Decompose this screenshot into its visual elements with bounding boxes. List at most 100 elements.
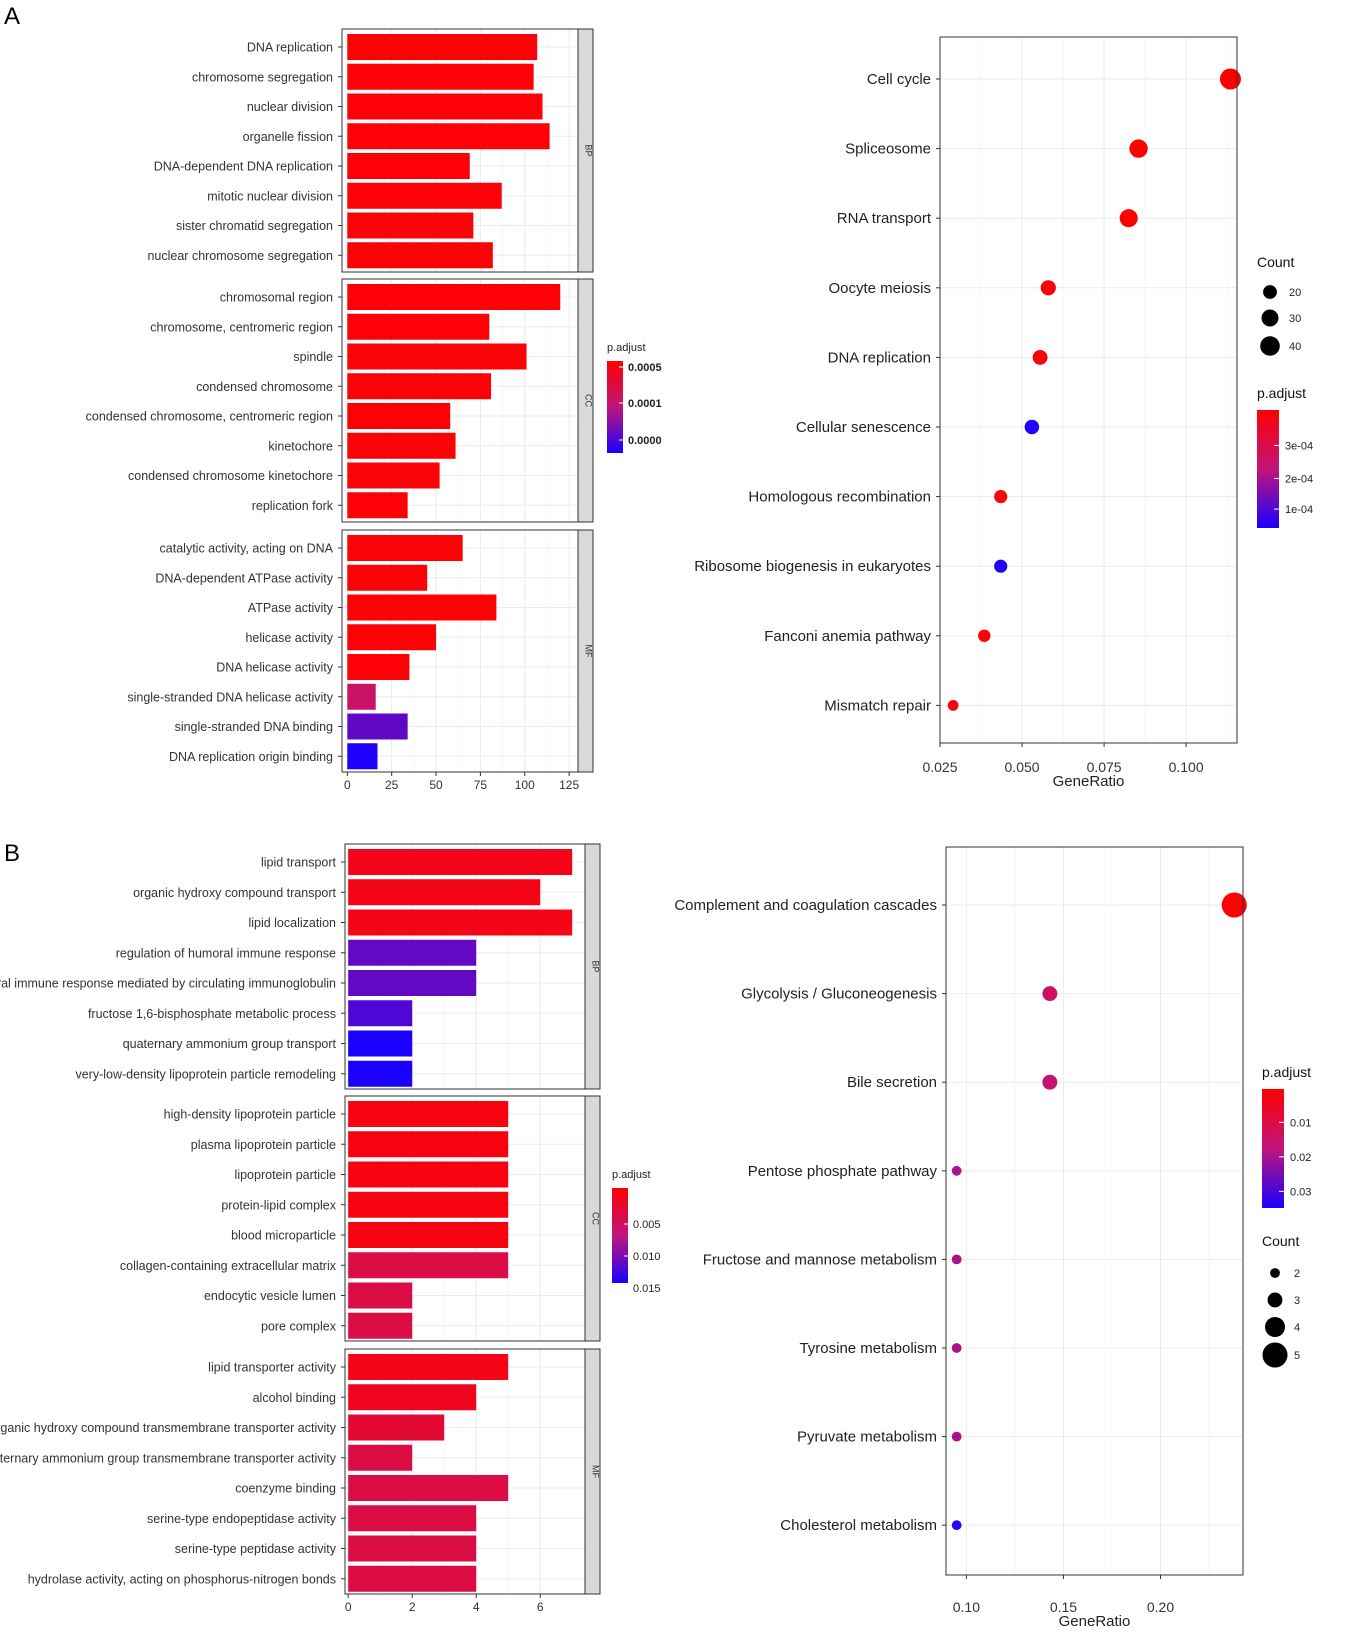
category-label: quaternary ammonium group transport xyxy=(123,1037,337,1051)
color-legend-label: 0.02 xyxy=(1290,1152,1311,1164)
size-legend-label: 30 xyxy=(1289,313,1301,325)
x-tick-label: 0.025 xyxy=(922,759,957,775)
size-legend-label: 4 xyxy=(1294,1322,1300,1334)
bar xyxy=(348,939,477,966)
category-label: collagen-containing extracellular matrix xyxy=(120,1259,337,1273)
category-label: Bile secretion xyxy=(847,1074,937,1091)
category-label: Cholesterol metabolism xyxy=(780,1517,937,1534)
dot xyxy=(1219,68,1241,90)
category-label: RNA transport xyxy=(837,210,932,227)
bar xyxy=(347,564,428,591)
category-label: blood microparticle xyxy=(231,1229,336,1243)
category-label: DNA replication origin binding xyxy=(169,750,333,764)
category-label: alcohol binding xyxy=(253,1391,336,1405)
legend-label: 0.0001 xyxy=(628,398,662,410)
category-label: Cell cycle xyxy=(867,71,931,88)
panel-b-kegg-dotplot: Complement and coagulation cascades Glyco… xyxy=(674,846,1311,1630)
plot-border xyxy=(939,36,1238,744)
dot xyxy=(994,559,1008,573)
facet-strip xyxy=(577,529,594,773)
x-axis-title: GeneRatio xyxy=(1059,1613,1131,1630)
category-label: Oocyte meiosis xyxy=(828,280,931,297)
bar xyxy=(348,1131,509,1158)
category-label: organic hydroxy compound transmembrane t… xyxy=(0,1421,337,1435)
dot xyxy=(1024,419,1040,435)
facet-strip-label: CC xyxy=(591,1212,601,1225)
category-label: chromosomal region xyxy=(220,291,333,305)
size-legend-dot xyxy=(1261,309,1279,327)
category-label: lipid localization xyxy=(248,916,336,930)
size-legend-dot xyxy=(1263,285,1277,299)
category-label: single-stranded DNA helicase activity xyxy=(127,690,333,704)
category-label: high-density lipoprotein particle xyxy=(164,1108,336,1122)
plot-border xyxy=(945,846,1244,1576)
panel-a-go-barplot: DNA replication chromosome segregation nuc… xyxy=(86,28,662,792)
category-label: endocytic vesicle lumen xyxy=(204,1289,336,1303)
category-label: fructose 1,6-bisphosphate metabolic proc… xyxy=(88,1007,336,1021)
category-label: Tyrosine metabolism xyxy=(799,1340,937,1357)
legend-label: 0.010 xyxy=(633,1251,661,1263)
category-label: condensed chromosome, centromeric region xyxy=(86,410,333,424)
bar xyxy=(347,713,408,740)
facet-strip xyxy=(584,1095,601,1342)
bar xyxy=(347,432,456,459)
category-label: mitotic nuclear division xyxy=(207,189,333,203)
bar xyxy=(347,462,440,489)
bar xyxy=(347,743,378,770)
color-legend-label: 0.01 xyxy=(1290,1117,1311,1129)
size-legend-dot xyxy=(1270,1268,1280,1278)
category-label: ATPase activity xyxy=(248,601,334,615)
category-label: Spliceosome xyxy=(845,141,931,158)
plot-bg xyxy=(946,847,1243,1575)
category-label: chromosome segregation xyxy=(192,70,333,84)
color-legend-bar xyxy=(1257,410,1279,528)
category-label: Homologous recombination xyxy=(748,489,931,506)
size-legend-dot xyxy=(1262,1342,1288,1368)
category-label: DNA-dependent ATPase activity xyxy=(155,571,333,585)
dot xyxy=(951,1520,962,1531)
bar xyxy=(347,683,376,710)
x-tick-label: 6 xyxy=(537,1600,544,1614)
color-legend-bar xyxy=(1262,1089,1284,1208)
x-axis-title: GeneRatio xyxy=(1053,773,1125,790)
facet-strip-label: MF xyxy=(584,645,594,658)
bar xyxy=(348,1414,445,1441)
facet-strip xyxy=(584,1348,601,1595)
category-label: Pyruvate metabolism xyxy=(797,1429,937,1446)
category-label: serine-type peptidase activity xyxy=(175,1542,337,1556)
dot xyxy=(951,1343,962,1353)
bar xyxy=(348,1384,477,1411)
panel-b-label: B xyxy=(4,840,20,867)
dot xyxy=(1032,349,1048,365)
category-label: Cellular senescence xyxy=(796,419,931,436)
bar xyxy=(348,1030,413,1057)
category-label: DNA-dependent DNA replication xyxy=(154,160,333,174)
category-label: DNA helicase activity xyxy=(216,661,333,675)
category-label: nuclear chromosome segregation xyxy=(147,249,333,263)
bar xyxy=(347,153,470,179)
x-tick-label: 0 xyxy=(345,1600,352,1614)
size-legend-label: 2 xyxy=(1294,1268,1300,1280)
category-label: spindle xyxy=(293,350,333,364)
dot xyxy=(1221,892,1247,918)
x-tick-label: 0 xyxy=(344,778,351,792)
size-legend-title: Count xyxy=(1257,254,1294,270)
category-label: helicase activity xyxy=(245,631,333,645)
facet-strip-label: MF xyxy=(591,1465,601,1478)
legend-label: 0.0000 xyxy=(628,435,662,447)
bar xyxy=(347,34,538,60)
dot xyxy=(994,490,1008,504)
bar xyxy=(347,343,527,370)
bar xyxy=(347,242,493,269)
x-tick-label: 0.15 xyxy=(1050,1599,1077,1615)
dot xyxy=(951,1254,962,1265)
x-tick-label: 100 xyxy=(515,778,535,792)
category-label: Fructose and mannose metabolism xyxy=(703,1251,937,1268)
category-label: condensed chromosome kinetochore xyxy=(128,469,333,483)
color-legend-title: p.adjust xyxy=(1262,1064,1311,1080)
category-label: organic hydroxy compound transport xyxy=(133,886,336,900)
x-tick-label: 4 xyxy=(473,1600,480,1614)
bar xyxy=(347,284,561,310)
bar xyxy=(347,594,497,621)
